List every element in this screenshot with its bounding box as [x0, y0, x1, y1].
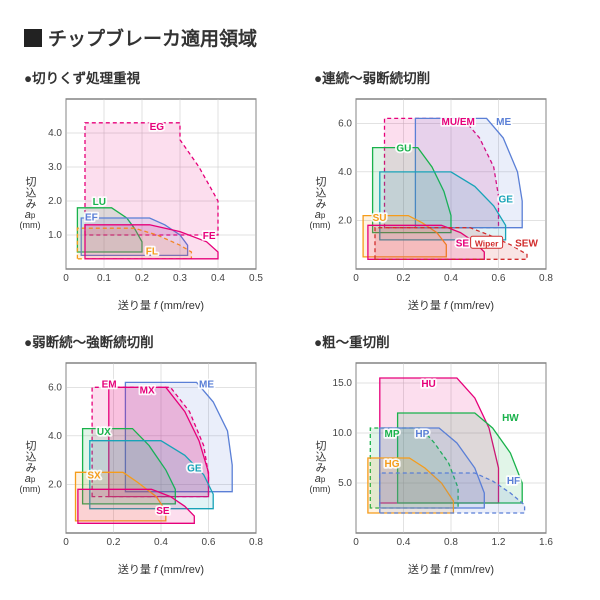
- x-axis-label: 送り量 f (mm/rev): [66, 561, 256, 577]
- svg-text:0.4: 0.4: [154, 537, 168, 548]
- svg-text:0.4: 0.4: [444, 273, 458, 284]
- chart-panel: ●弱断続～強断続切削 切込み ap (mm) 00.20.40.60.82.04…: [24, 331, 286, 577]
- x-axis-label: 送り量 f (mm/rev): [356, 561, 546, 577]
- svg-text:0.2: 0.2: [107, 537, 121, 548]
- y-axis-label: 切込み ap (mm): [310, 93, 330, 313]
- svg-text:4.0: 4.0: [48, 431, 62, 442]
- svg-text:0: 0: [63, 537, 69, 548]
- panel-title: ●弱断続～強断続切削: [24, 331, 286, 351]
- svg-text:SU: SU: [373, 213, 387, 224]
- svg-text:0: 0: [353, 273, 359, 284]
- svg-text:0.2: 0.2: [135, 273, 149, 284]
- title-marker: [24, 29, 42, 47]
- svg-text:5.0: 5.0: [338, 478, 352, 489]
- svg-text:MU/EM: MU/EM: [442, 117, 475, 128]
- svg-text:EF: EF: [85, 212, 98, 223]
- chart-grid: ●切りくず処理重視 切込み ap (mm) 0 0.1 0.2 0.3 0.4 0.5 1.…: [24, 67, 576, 577]
- svg-text:4.0: 4.0: [338, 167, 352, 178]
- svg-text:1.0: 1.0: [48, 230, 62, 241]
- svg-text:EG: EG: [150, 122, 165, 133]
- svg-text:3.0: 3.0: [48, 162, 62, 173]
- page-title-text: チップブレーカ適用領域: [48, 29, 257, 50]
- chart-panel: ●粗～重切削 切込み ap (mm) 00.40.81.21.65.010.01…: [314, 331, 576, 577]
- svg-text:GU: GU: [396, 144, 411, 155]
- svg-text:0.8: 0.8: [444, 537, 458, 548]
- svg-text:0.3: 0.3: [173, 273, 187, 284]
- svg-text:0.1: 0.1: [97, 273, 111, 284]
- svg-text:SE: SE: [156, 506, 170, 517]
- svg-text:15.0: 15.0: [333, 378, 353, 389]
- svg-text:Wiper: Wiper: [475, 238, 499, 248]
- svg-text:2.0: 2.0: [48, 479, 62, 490]
- svg-text:SEW: SEW: [515, 238, 538, 249]
- y-axis-label: 切込み ap (mm): [20, 93, 40, 313]
- svg-text:FL: FL: [146, 246, 158, 257]
- svg-text:0.8: 0.8: [539, 273, 553, 284]
- svg-text:0.6: 0.6: [492, 273, 506, 284]
- svg-text:UX: UX: [97, 427, 111, 438]
- svg-text:EM: EM: [102, 380, 117, 391]
- x-axis-label: 送り量 f (mm/rev): [66, 297, 256, 313]
- svg-text:HP: HP: [415, 429, 429, 440]
- svg-text:6.0: 6.0: [338, 118, 352, 129]
- svg-text:0.2: 0.2: [397, 273, 411, 284]
- svg-text:1.2: 1.2: [492, 537, 506, 548]
- svg-text:4.0: 4.0: [48, 128, 62, 139]
- x-axis-label: 送り量 f (mm/rev): [356, 297, 546, 313]
- svg-text:2.0: 2.0: [338, 215, 352, 226]
- svg-text:GE: GE: [187, 463, 202, 474]
- svg-text:SE: SE: [456, 238, 470, 249]
- chart: 切込み ap (mm) 00.40.81.21.65.010.015.0HUHW…: [314, 357, 576, 577]
- svg-text:0: 0: [353, 537, 359, 548]
- svg-text:2.0: 2.0: [48, 196, 62, 207]
- panel-title: ●連続～弱断続切削: [314, 67, 576, 87]
- panel-title: ●粗～重切削: [314, 331, 576, 351]
- y-axis-label: 切込み ap (mm): [20, 357, 40, 577]
- chart-panel: ●連続～弱断続切削 切込み ap (mm) 00.20.40.60.82.04.…: [314, 67, 576, 313]
- svg-text:HF: HF: [507, 476, 520, 487]
- svg-text:ME: ME: [199, 380, 214, 391]
- page-title: チップブレーカ適用領域: [24, 24, 576, 51]
- chart-panel: ●切りくず処理重視 切込み ap (mm) 00.10.20.30.40.51.…: [24, 67, 286, 313]
- chart: 切込み ap (mm) 00.10.20.30.40.51.02.03.04.0…: [24, 93, 286, 313]
- chart: 切込み ap (mm) 00.20.40.60.82.04.06.0MU/EMM…: [314, 93, 576, 313]
- svg-text:SX: SX: [87, 471, 101, 482]
- svg-text:MX: MX: [140, 386, 155, 397]
- svg-text:GE: GE: [499, 195, 514, 206]
- svg-text:0.6: 0.6: [202, 537, 216, 548]
- svg-text:1.6: 1.6: [539, 537, 553, 548]
- svg-text:6.0: 6.0: [48, 382, 62, 393]
- svg-text:HW: HW: [502, 413, 519, 424]
- svg-text:0: 0: [63, 273, 69, 284]
- svg-text:0.4: 0.4: [397, 537, 411, 548]
- svg-text:10.0: 10.0: [333, 428, 353, 439]
- y-axis-label: 切込み ap (mm): [310, 357, 330, 577]
- svg-text:0.5: 0.5: [249, 273, 263, 284]
- panel-title: ●切りくず処理重視: [24, 67, 286, 87]
- chart: 切込み ap (mm) 00.20.40.60.82.04.06.0MEMXEM…: [24, 357, 286, 577]
- svg-text:HG: HG: [385, 459, 400, 470]
- svg-text:HU: HU: [421, 379, 435, 390]
- svg-text:FE: FE: [203, 231, 216, 242]
- svg-text:MP: MP: [385, 429, 400, 440]
- svg-text:0.4: 0.4: [211, 273, 225, 284]
- svg-text:LU: LU: [93, 197, 106, 208]
- svg-text:ME: ME: [496, 117, 511, 128]
- svg-text:0.8: 0.8: [249, 537, 263, 548]
